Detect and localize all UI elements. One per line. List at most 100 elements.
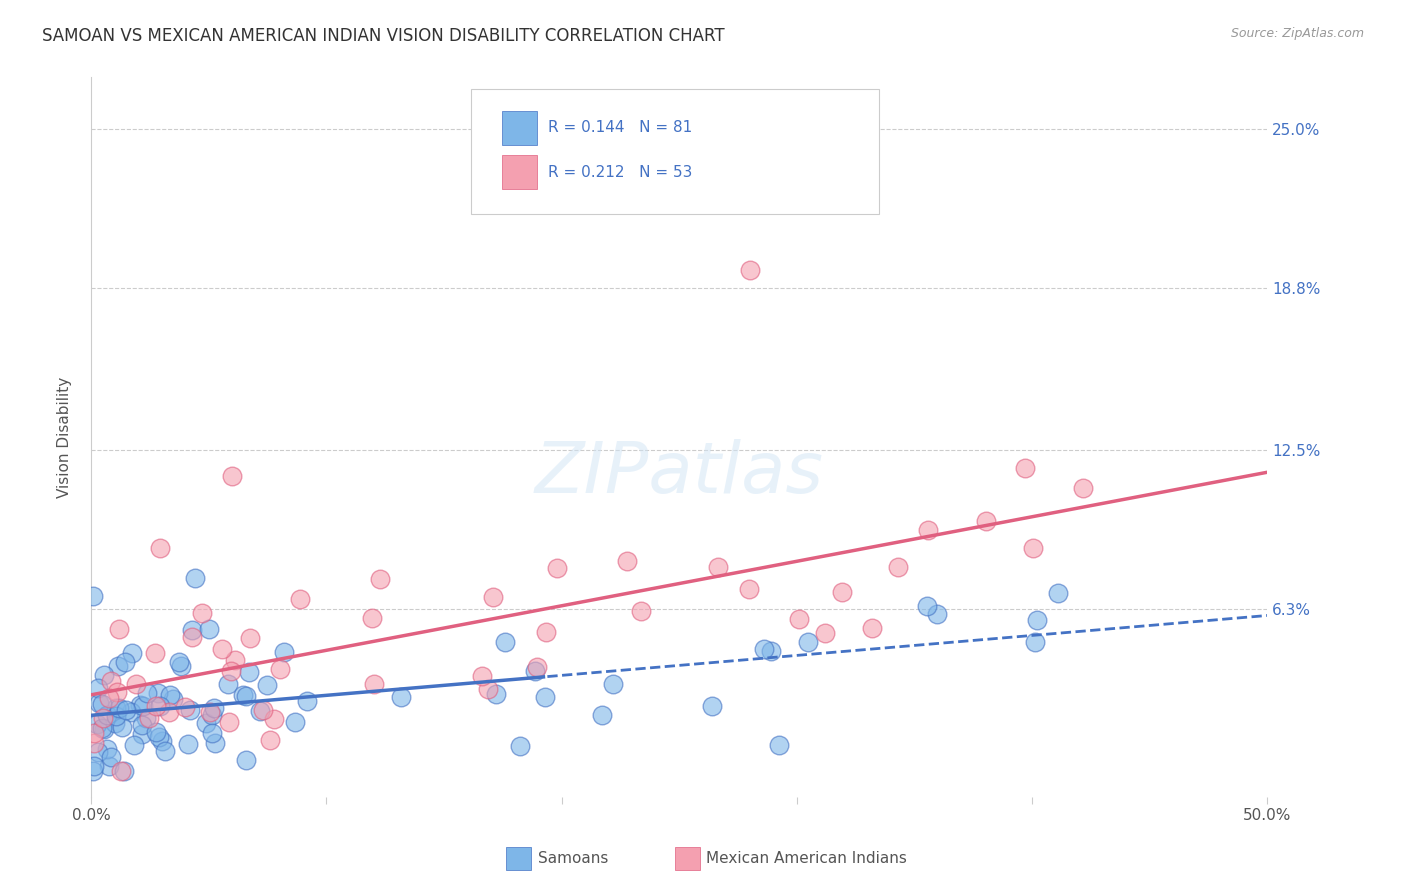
Point	[100, 674, 122, 689]
Point	[179, 703, 201, 717]
Point	[120, 705, 142, 719]
Point	[974, 514, 997, 528]
Point	[297, 694, 319, 708]
Point	[389, 690, 412, 704]
Point	[217, 677, 239, 691]
Point	[768, 738, 790, 752]
Point	[288, 592, 311, 607]
Point	[1014, 460, 1036, 475]
Point	[235, 689, 257, 703]
Point	[121, 646, 143, 660]
Point	[860, 621, 883, 635]
Point	[112, 764, 135, 778]
Point	[96, 707, 118, 722]
Point	[122, 738, 145, 752]
Point	[796, 635, 818, 649]
Point	[82, 590, 104, 604]
Point	[145, 725, 167, 739]
Point	[115, 703, 138, 717]
Point	[616, 554, 638, 568]
Point	[700, 698, 723, 713]
Point	[630, 604, 652, 618]
Point	[177, 737, 200, 751]
Point	[917, 523, 939, 537]
Point	[128, 698, 150, 712]
Point	[787, 612, 810, 626]
Point	[114, 655, 136, 669]
Point	[1071, 482, 1094, 496]
Point	[269, 661, 291, 675]
Point	[82, 764, 104, 778]
Y-axis label: Vision Disability: Vision Disability	[58, 376, 72, 498]
Point	[224, 653, 246, 667]
Point	[107, 658, 129, 673]
Text: Source: ZipAtlas.com: Source: ZipAtlas.com	[1230, 27, 1364, 40]
Point	[135, 686, 157, 700]
Point	[91, 698, 114, 712]
Point	[89, 697, 111, 711]
Point	[738, 263, 761, 277]
Point	[200, 705, 222, 719]
Text: Samoans: Samoans	[538, 851, 609, 865]
Point	[98, 691, 121, 706]
Text: R = 0.212   N = 53: R = 0.212 N = 53	[548, 165, 693, 179]
Point	[83, 726, 105, 740]
Point	[110, 764, 132, 778]
Point	[110, 720, 132, 734]
Point	[100, 750, 122, 764]
Point	[149, 699, 172, 714]
Point	[145, 699, 167, 714]
Point	[97, 759, 120, 773]
Point	[198, 622, 221, 636]
Point	[738, 582, 761, 596]
Point	[204, 735, 226, 749]
Point	[86, 717, 108, 731]
Point	[494, 635, 516, 649]
Point	[143, 646, 166, 660]
Point	[915, 599, 938, 614]
Point	[1025, 614, 1047, 628]
Point	[105, 701, 128, 715]
Point	[169, 655, 191, 669]
Text: ZIPatlas: ZIPatlas	[534, 439, 824, 508]
Point	[180, 630, 202, 644]
Point	[87, 681, 110, 696]
Point	[485, 687, 508, 701]
Point	[211, 642, 233, 657]
Point	[96, 742, 118, 756]
Point	[150, 733, 173, 747]
Point	[1047, 586, 1070, 600]
Point	[131, 717, 153, 731]
Point	[107, 701, 129, 715]
Point	[273, 645, 295, 659]
Point	[204, 701, 226, 715]
Point	[1024, 635, 1046, 649]
Point	[239, 632, 262, 646]
Point	[1022, 541, 1045, 555]
Point	[83, 736, 105, 750]
Point	[591, 707, 613, 722]
Point	[284, 714, 307, 729]
Point	[201, 726, 224, 740]
Point	[482, 590, 505, 604]
Point	[153, 744, 176, 758]
Point	[162, 692, 184, 706]
Point	[361, 611, 384, 625]
Point	[170, 658, 193, 673]
Point	[368, 572, 391, 586]
Point	[235, 753, 257, 767]
Point	[132, 699, 155, 714]
Point	[91, 710, 114, 724]
Point	[131, 727, 153, 741]
Point	[221, 468, 243, 483]
Point	[201, 708, 224, 723]
Point	[146, 686, 169, 700]
Point	[149, 541, 172, 555]
Point	[602, 677, 624, 691]
Point	[86, 745, 108, 759]
Point	[232, 688, 254, 702]
Point	[125, 677, 148, 691]
Point	[104, 716, 127, 731]
Point	[363, 676, 385, 690]
Point	[759, 644, 782, 658]
